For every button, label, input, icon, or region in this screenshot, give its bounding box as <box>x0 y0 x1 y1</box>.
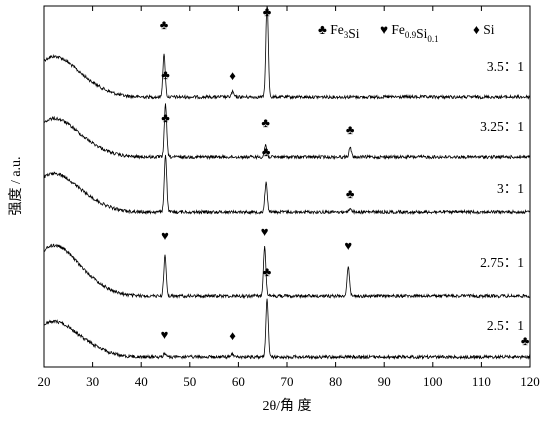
x-tick-label: 40 <box>135 374 148 389</box>
club-marker: ♣ <box>346 186 355 201</box>
legend-item-club: ♣ Fe3Si <box>318 22 360 41</box>
x-tick-label: 110 <box>472 374 491 389</box>
series-label: 2.75：1 <box>480 255 524 270</box>
x-tick-label: 20 <box>38 374 51 389</box>
club-marker: ♣ <box>160 17 169 32</box>
x-tick-label: 120 <box>520 374 540 389</box>
series-label: 3.5：1 <box>487 59 524 74</box>
series-label: 3.25：1 <box>480 119 524 134</box>
x-tick-label: 60 <box>232 374 245 389</box>
x-tick-label: 70 <box>281 374 294 389</box>
legend-item-heart: ♥ Fe0.9Si0.1 <box>380 22 439 44</box>
x-ticks-group: 20 30 40 50 60 70 80 90 100 110 120 <box>38 6 540 389</box>
trace-3 <box>43 154 531 216</box>
heart-marker: ♥ <box>161 228 169 243</box>
series-label: 2.5：1 <box>487 318 524 333</box>
club-marker: ♣ <box>346 122 355 137</box>
trace-2 <box>43 103 531 161</box>
trace-5 <box>43 298 531 361</box>
trace-1 <box>43 5 531 100</box>
ratio-labels-group: 3.5：1 3.25：1 3：1 2.75：1 2.5：1 <box>480 59 524 333</box>
series-label: 3：1 <box>497 181 524 196</box>
diamond-marker: ♦ <box>229 328 236 343</box>
club-marker: ♣ <box>521 333 530 348</box>
heart-marker: ♥ <box>161 327 169 342</box>
x-axis-title: 2θ/角 度 <box>262 398 311 414</box>
x-tick-label: 50 <box>183 374 196 389</box>
markers-group: ♣ ♦ ♣ ♣ ♣ ♣ ♣ ♣ ♣ ♥ ♥ ♥ ♥ ♦ ♣ ♣ <box>160 4 530 348</box>
club-marker: ♣ <box>161 110 170 125</box>
heart-marker: ♥ <box>344 238 352 253</box>
club-marker: ♣ <box>263 4 272 19</box>
legend: ♣ Fe3Si ♥ Fe0.9Si0.1 ♦ Si <box>318 22 495 44</box>
club-marker: ♣ <box>263 264 272 279</box>
x-tick-label: 30 <box>86 374 99 389</box>
club-marker: ♣ <box>261 115 270 130</box>
club-marker: ♣ <box>161 67 170 82</box>
club-marker: ♣ <box>262 144 271 159</box>
diamond-marker: ♦ <box>229 68 236 83</box>
y-axis-title: 强度 / a.u. <box>8 156 24 215</box>
x-tick-label: 90 <box>378 374 391 389</box>
legend-item-diamond: ♦ Si <box>473 22 495 37</box>
traces-group <box>43 5 531 361</box>
x-tick-label: 100 <box>423 374 443 389</box>
trace-4 <box>43 243 531 300</box>
plot-frame <box>43 5 531 368</box>
heart-marker: ♥ <box>261 224 269 239</box>
x-tick-label: 80 <box>329 374 342 389</box>
